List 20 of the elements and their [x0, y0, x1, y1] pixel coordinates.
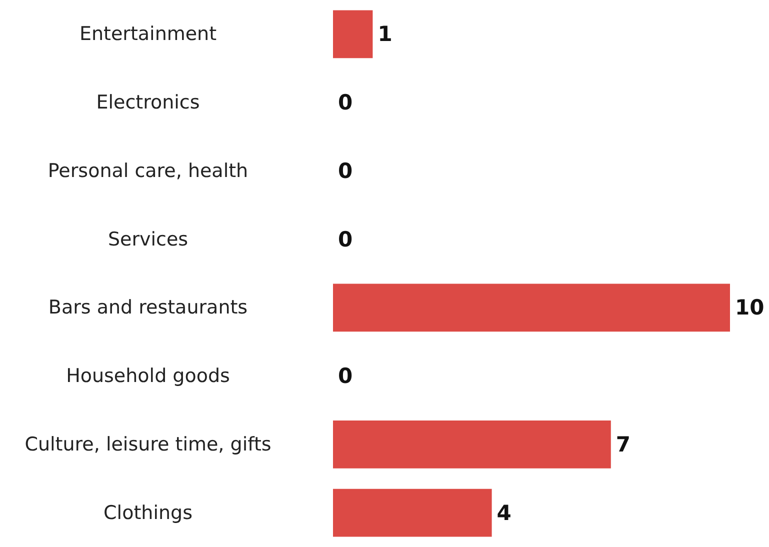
bar [333, 284, 730, 332]
y-tick-label: Culture, leisure time, gifts [24, 433, 272, 456]
y-tick-label: Services [108, 228, 188, 250]
data-label: 7 [616, 432, 631, 456]
y-tick-label: Personal care, health [48, 160, 248, 182]
data-label: 0 [338, 90, 353, 115]
data-label: 4 [496, 500, 512, 525]
y-tick-label: Entertainment [79, 23, 217, 46]
y-tick-label: Electronics [96, 92, 200, 114]
bar [333, 420, 611, 468]
data-label: 0 [338, 364, 353, 388]
data-label: 1 [378, 22, 392, 46]
y-tick-label: Bars and restaurants [48, 296, 248, 319]
data-label: 0 [338, 158, 353, 183]
y-tick-label: Household goods [66, 365, 230, 388]
bar [333, 488, 492, 537]
y-tick-label: Clothings [104, 502, 192, 524]
data-label: 10 [735, 296, 764, 320]
bar [333, 10, 373, 58]
data-label: 0 [338, 227, 353, 252]
